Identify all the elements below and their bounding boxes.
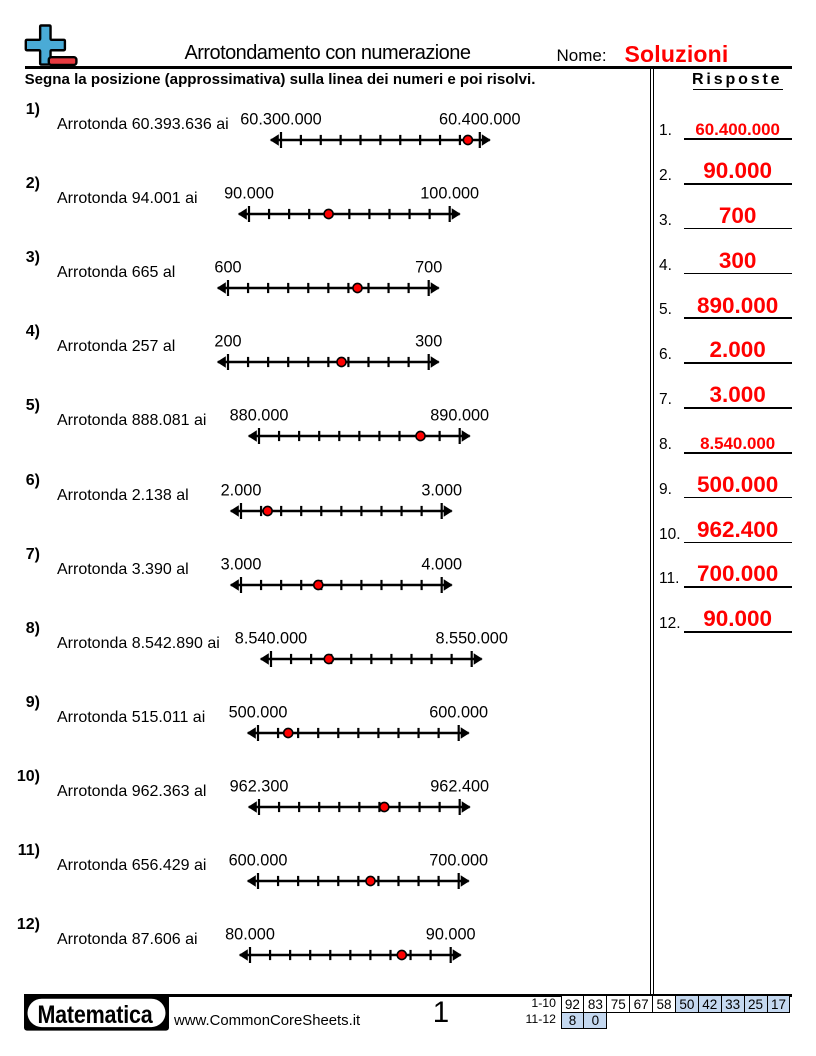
svg-text:600: 600 xyxy=(214,258,241,276)
svg-text:700.000: 700.000 xyxy=(429,852,488,870)
svg-text:8.550.000: 8.550.000 xyxy=(436,629,508,647)
svg-text:60.400.000: 60.400.000 xyxy=(439,110,521,128)
svg-text:8.540.000: 8.540.000 xyxy=(235,629,307,647)
svg-text:90.000: 90.000 xyxy=(224,184,274,202)
svg-text:880.000: 880.000 xyxy=(230,407,289,425)
svg-text:200: 200 xyxy=(214,333,241,351)
svg-text:600.000: 600.000 xyxy=(229,852,288,870)
svg-text:890.000: 890.000 xyxy=(430,407,489,425)
svg-text:80.000: 80.000 xyxy=(225,926,275,944)
svg-text:100.000: 100.000 xyxy=(420,184,479,202)
svg-text:700: 700 xyxy=(415,258,442,276)
svg-text:3.000: 3.000 xyxy=(422,481,463,499)
svg-text:2.000: 2.000 xyxy=(221,481,262,499)
svg-text:3.000: 3.000 xyxy=(221,555,262,573)
svg-text:500.000: 500.000 xyxy=(229,703,288,721)
svg-text:60.300.000: 60.300.000 xyxy=(240,110,322,128)
svg-text:90.000: 90.000 xyxy=(425,926,475,944)
svg-text:600.000: 600.000 xyxy=(429,703,488,721)
svg-text:962.400: 962.400 xyxy=(430,777,489,795)
svg-text:962.300: 962.300 xyxy=(229,777,288,795)
svg-text:300: 300 xyxy=(415,333,442,351)
svg-text:4.000: 4.000 xyxy=(422,555,463,573)
